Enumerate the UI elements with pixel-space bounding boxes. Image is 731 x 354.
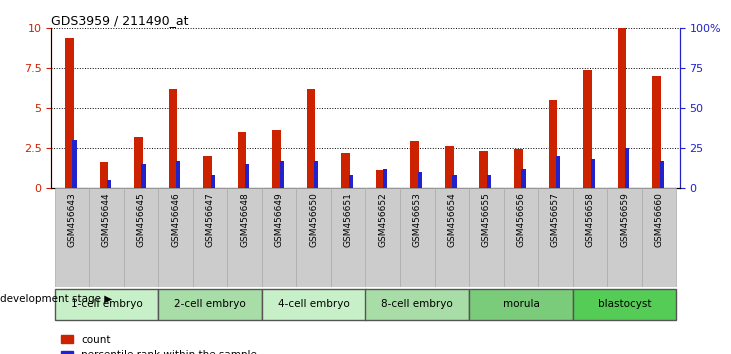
Bar xyxy=(469,289,573,320)
Bar xyxy=(591,159,595,188)
Bar xyxy=(487,175,491,188)
Bar xyxy=(583,70,592,188)
Bar xyxy=(238,132,246,188)
Bar xyxy=(469,188,504,287)
Bar xyxy=(158,289,262,320)
Text: morula: morula xyxy=(502,299,539,309)
Bar xyxy=(341,153,350,188)
Bar xyxy=(245,164,249,188)
Bar xyxy=(445,146,453,188)
Text: GSM456643: GSM456643 xyxy=(67,193,77,247)
Text: GSM456649: GSM456649 xyxy=(275,193,284,247)
Bar xyxy=(573,289,676,320)
Bar xyxy=(193,188,227,287)
Bar xyxy=(652,76,661,188)
Bar xyxy=(410,141,419,188)
Bar xyxy=(169,89,177,188)
Bar xyxy=(400,188,435,287)
Bar xyxy=(383,169,387,188)
Bar xyxy=(107,180,111,188)
Bar xyxy=(418,172,422,188)
Bar xyxy=(72,140,77,188)
Bar xyxy=(176,161,180,188)
Text: 8-cell embryo: 8-cell embryo xyxy=(382,299,453,309)
Text: GSM456648: GSM456648 xyxy=(240,193,249,247)
Text: GSM456645: GSM456645 xyxy=(137,193,145,247)
Bar xyxy=(272,130,281,188)
Text: development stage ▶: development stage ▶ xyxy=(0,295,113,304)
Text: GSM456657: GSM456657 xyxy=(551,193,560,247)
Bar xyxy=(158,188,193,287)
Bar xyxy=(366,188,400,287)
Bar xyxy=(142,164,145,188)
Bar xyxy=(538,188,573,287)
Bar xyxy=(280,161,284,188)
Bar xyxy=(124,188,158,287)
Text: GSM456646: GSM456646 xyxy=(171,193,180,247)
Bar xyxy=(227,188,262,287)
Text: 2-cell embryo: 2-cell embryo xyxy=(174,299,246,309)
Bar xyxy=(99,162,108,188)
Text: GSM456654: GSM456654 xyxy=(447,193,456,247)
Bar xyxy=(65,38,74,188)
Bar xyxy=(642,188,676,287)
Bar xyxy=(556,156,560,188)
Text: GDS3959 / 211490_at: GDS3959 / 211490_at xyxy=(51,14,189,27)
Bar xyxy=(659,161,664,188)
Bar xyxy=(296,188,331,287)
Text: GSM456658: GSM456658 xyxy=(586,193,594,247)
Bar xyxy=(573,188,607,287)
Bar xyxy=(55,289,158,320)
Text: GSM456644: GSM456644 xyxy=(102,193,111,247)
Bar xyxy=(548,100,557,188)
Bar xyxy=(376,170,385,188)
Text: GSM456656: GSM456656 xyxy=(516,193,526,247)
Bar xyxy=(314,161,319,188)
Bar xyxy=(607,188,642,287)
Bar xyxy=(625,148,629,188)
Text: 1-cell embryo: 1-cell embryo xyxy=(71,299,143,309)
Bar xyxy=(349,175,353,188)
Bar xyxy=(452,175,457,188)
Text: GSM456655: GSM456655 xyxy=(482,193,491,247)
Bar xyxy=(435,188,469,287)
Text: GSM456647: GSM456647 xyxy=(205,193,215,247)
Text: GSM456659: GSM456659 xyxy=(620,193,629,247)
Bar xyxy=(203,156,212,188)
Text: blastocyst: blastocyst xyxy=(598,299,651,309)
Bar xyxy=(262,188,296,287)
Text: GSM456653: GSM456653 xyxy=(413,193,422,247)
Bar xyxy=(307,89,315,188)
Bar xyxy=(262,289,366,320)
Text: GSM456660: GSM456660 xyxy=(654,193,664,247)
Bar xyxy=(366,289,469,320)
Text: 4-cell embryo: 4-cell embryo xyxy=(278,299,349,309)
Legend: count, percentile rank within the sample: count, percentile rank within the sample xyxy=(56,331,262,354)
Text: GSM456652: GSM456652 xyxy=(378,193,387,247)
Bar xyxy=(134,137,143,188)
Bar xyxy=(211,175,215,188)
Bar xyxy=(331,188,366,287)
Text: GSM456650: GSM456650 xyxy=(309,193,318,247)
Bar xyxy=(89,188,124,287)
Text: GSM456651: GSM456651 xyxy=(344,193,353,247)
Bar xyxy=(521,169,526,188)
Bar xyxy=(514,149,523,188)
Bar xyxy=(504,188,538,287)
Bar xyxy=(55,188,89,287)
Bar xyxy=(480,151,488,188)
Bar xyxy=(618,28,626,188)
